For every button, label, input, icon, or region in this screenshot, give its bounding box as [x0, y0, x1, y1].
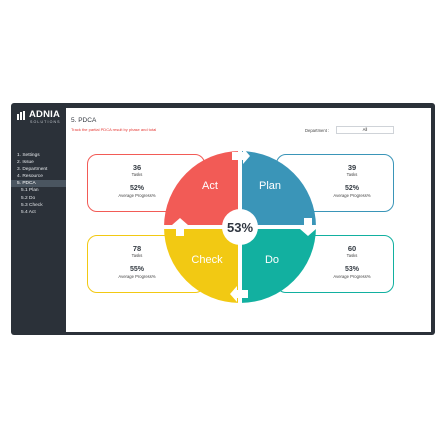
- do-tasks-count: 60: [347, 244, 357, 253]
- plan-tasks-label: Tasks: [346, 172, 358, 177]
- check-tasks-count: 78: [132, 244, 142, 253]
- sidebar-item[interactable]: 5.3 Check: [21, 202, 43, 208]
- brand-logo: ADNIA SOLUTIONS: [17, 109, 63, 129]
- act-progress: 52%: [129, 185, 144, 192]
- check-quadrant[interactable]: [164, 227, 240, 303]
- sidebar-item[interactable]: 1. Settings: [17, 153, 40, 158]
- sidebar-item[interactable]: 3. Department: [17, 167, 48, 173]
- pdca-wheel: 53% Act Plan Check Do: [162, 148, 318, 305]
- act-tasks-count: 36: [132, 163, 142, 172]
- page-title: 5. PDCA: [71, 117, 97, 124]
- logo-icon: [17, 111, 25, 120]
- brand-name: ADNIA: [29, 109, 61, 120]
- brand-sub: SOLUTIONS: [30, 120, 61, 124]
- sidebar-item[interactable]: 2. Issue: [17, 160, 34, 166]
- plan-stats: 39 Tasks 52% Average Progress%: [322, 163, 382, 199]
- check-stats: 78 Tasks 55% Average Progress%: [107, 244, 167, 280]
- plan-tasks-count: 39: [347, 163, 357, 172]
- check-progress-label: Average Progress%: [118, 274, 156, 279]
- do-progress-label: Average Progress%: [333, 274, 371, 279]
- act-label: Act: [202, 180, 218, 192]
- main-content: 5. PDCA Track the partial PDCA result by…: [66, 108, 431, 332]
- arrow-right-icon: [232, 148, 250, 164]
- sidebar-item[interactable]: 4. Resource: [17, 174, 43, 180]
- arrow-up-icon: [172, 218, 188, 236]
- act-progress-label: Average Progress%: [118, 193, 156, 198]
- check-tasks-label: Tasks: [131, 253, 143, 258]
- total-progress-circle: [222, 209, 258, 245]
- page-subtitle: Track the partial PDCA result by phase a…: [71, 127, 157, 132]
- department-select[interactable]: All: [336, 126, 394, 134]
- sidebar: ADNIA SOLUTIONS 1. Settings 2. Issue 3. De…: [11, 103, 66, 335]
- do-progress: 53%: [344, 266, 359, 273]
- act-quadrant[interactable]: [164, 151, 240, 227]
- plan-label: Plan: [259, 180, 281, 192]
- do-quadrant[interactable]: [240, 227, 316, 303]
- plan-quadrant[interactable]: [240, 151, 316, 227]
- do-label: Do: [265, 254, 279, 266]
- do-tasks-label: Tasks: [346, 253, 358, 258]
- sidebar-item[interactable]: 5.4 Act: [21, 209, 36, 215]
- act-stats: 36 Tasks 52% Average Progress%: [107, 163, 167, 199]
- check-progress: 55%: [129, 266, 144, 273]
- sidebar-item[interactable]: 5. PDCA: [11, 180, 66, 188]
- do-stats: 60 Tasks 53% Average Progress%: [322, 244, 382, 280]
- check-label: Check: [191, 254, 223, 266]
- sidebar-item[interactable]: 5.1 Plan: [21, 188, 39, 194]
- department-label: Department :: [305, 128, 330, 133]
- act-tasks-label: Tasks: [131, 172, 143, 177]
- plan-progress-label: Average Progress%: [333, 193, 371, 198]
- total-progress: 53%: [227, 220, 253, 235]
- sidebar-item[interactable]: 5.2 Do: [21, 195, 36, 201]
- plan-progress: 52%: [344, 185, 359, 192]
- arrow-left-icon: [230, 286, 248, 302]
- arrow-down-icon: [300, 218, 316, 236]
- sidebar-nav: 1. Settings 2. Issue 3. Department 4. Resou…: [11, 152, 66, 216]
